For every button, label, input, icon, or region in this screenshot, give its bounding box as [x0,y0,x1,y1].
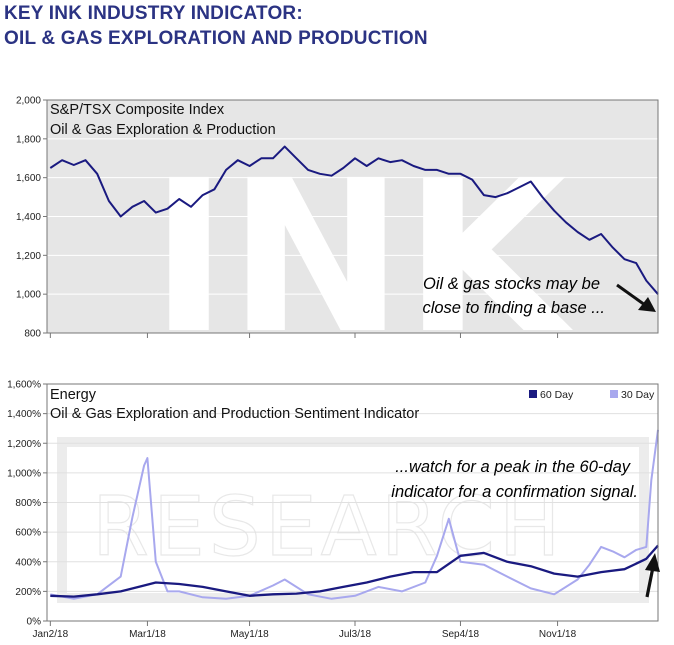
top-y-tick-label: 1,200 [16,251,41,262]
top-y-tick-label: 1,600 [16,173,41,184]
top-chart: INK 800 1,000 1,200 1,400 1,600 1,800 2,000 S&… [16,96,659,380]
bottom-x-tick-label: May1/18 [230,629,269,640]
top-annotation-line1: Oil & gas stocks may be [423,275,600,293]
bottom-x-tick-label: Sep4/18 [442,629,480,640]
series-60-day-line [50,544,659,598]
legend-swatch-60-day [529,390,537,398]
bottom-y-tick-label: 800% [15,498,41,509]
series-30-day-line [50,429,659,600]
bottom-chart: RESEARCH 0% 200% 400% 600% 800% 1,000% 1,200% 1… [7,380,660,640]
bottom-y-tick-label: 0% [27,617,42,628]
bottom-y-tick-labels: 0% 200% 400% 600% 800% 1,000% 1,200% 1,400% 1,60… [7,380,47,628]
legend-label-60-day: 60 Day [540,389,574,401]
bottom-annotation-line1: ...watch for a peak in the 60-day [395,458,632,476]
top-chart-title: S&P/TSX Composite Index [50,102,225,118]
page-title-line1: KEY INK INDUSTRY INDICATOR: [4,3,303,24]
top-plot-frame [46,99,659,334]
svg-text:RESEARCH: RESEARCH [92,480,565,575]
top-annotation-line2: close to finding a base ... [422,299,605,317]
watermark-text: RESEARCH [57,437,649,603]
bottom-x-tick-label: Jul3/18 [339,629,372,640]
bottom-y-tick-label: 1,400% [7,409,41,420]
top-y-tick-label: 800 [24,329,41,340]
bottom-annotation-line2: indicator for a confirmation signal. [391,483,638,501]
top-y-tick-label: 1,400 [16,212,41,223]
top-y-tick-label: 1,000 [16,290,41,301]
bottom-x-tick-label: Jan2/18 [33,629,69,640]
bottom-y-tick-label: 1,600% [7,380,41,391]
bottom-x-tick-label: Nov1/18 [539,629,577,640]
top-y-tick-labels: 800 1,000 1,200 1,400 1,600 1,800 2,000 [16,96,559,340]
top-chart-subtitle: Oil & Gas Exploration & Production [50,122,276,138]
top-y-tick-label: 1,800 [16,134,41,145]
bottom-chart-subtitle: Oil & Gas Exploration and Production Sen… [50,406,419,422]
bottom-y-tick-label: 1,200% [7,439,41,450]
bottom-chart-title: Energy [50,387,97,403]
top-series-line [49,145,659,295]
page-title-line2: OIL & GAS EXPLORATION AND PRODUCTION [4,28,428,49]
bottom-y-tick-label: 600% [15,528,41,539]
bottom-y-tick-label: 400% [15,557,41,568]
bottom-y-tick-label: 200% [15,587,41,598]
bottom-y-tick-label: 1,000% [7,468,41,479]
top-arrow-icon [616,283,656,312]
bottom-x-tick-label: Mar1/18 [129,629,166,640]
watermark-logo: INK [150,135,574,380]
bottom-arrow-icon [645,553,660,598]
bottom-plot-frame [46,383,659,622]
legend-swatch-30-day [610,390,618,398]
legend: 60 Day 30 Day [529,389,655,401]
bottom-x-tick-labels: Jan2/18 Mar1/18 May1/18 Jul3/18 Sep4/18 Nov1/… [33,621,577,640]
top-y-tick-label: 2,000 [16,96,41,107]
legend-label-30-day: 30 Day [621,389,655,401]
